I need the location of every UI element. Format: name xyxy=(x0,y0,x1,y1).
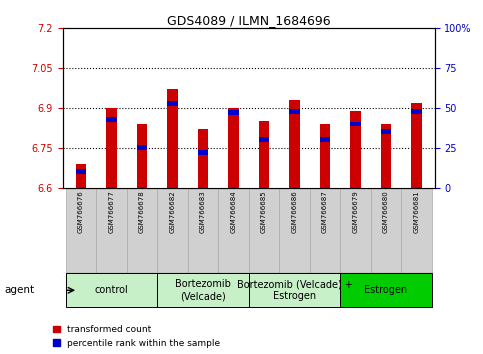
Bar xyxy=(289,100,300,188)
Text: GSM766681: GSM766681 xyxy=(413,190,419,233)
Text: agent: agent xyxy=(5,285,35,295)
Bar xyxy=(106,108,117,188)
Text: GSM766687: GSM766687 xyxy=(322,190,328,233)
Bar xyxy=(106,117,117,121)
Bar xyxy=(228,108,239,188)
Text: GSM766677: GSM766677 xyxy=(109,190,114,233)
Text: control: control xyxy=(95,285,128,295)
Bar xyxy=(340,188,370,273)
Bar xyxy=(127,188,157,273)
Bar xyxy=(381,130,391,134)
Bar xyxy=(157,188,188,273)
Bar xyxy=(370,188,401,273)
Bar xyxy=(259,137,270,142)
Bar xyxy=(249,188,279,273)
Bar xyxy=(381,124,391,188)
Bar xyxy=(340,273,432,307)
Text: GSM766676: GSM766676 xyxy=(78,190,84,233)
Text: GSM766678: GSM766678 xyxy=(139,190,145,233)
Text: GSM766683: GSM766683 xyxy=(200,190,206,233)
Bar xyxy=(279,188,310,273)
Text: GSM766686: GSM766686 xyxy=(291,190,298,233)
Bar xyxy=(259,121,270,188)
Text: Estrogen: Estrogen xyxy=(364,285,408,295)
Legend: transformed count, percentile rank within the sample: transformed count, percentile rank withi… xyxy=(53,325,220,348)
Text: GSM766684: GSM766684 xyxy=(230,190,237,233)
Bar xyxy=(188,188,218,273)
Text: GSM766680: GSM766680 xyxy=(383,190,389,233)
Bar xyxy=(249,273,340,307)
Bar xyxy=(350,121,361,126)
Title: GDS4089 / ILMN_1684696: GDS4089 / ILMN_1684696 xyxy=(167,14,330,27)
Bar xyxy=(167,89,178,188)
Text: Bortezomib (Velcade) +
Estrogen: Bortezomib (Velcade) + Estrogen xyxy=(237,279,353,301)
Bar xyxy=(350,110,361,188)
Bar xyxy=(96,188,127,273)
Bar xyxy=(157,273,249,307)
Bar xyxy=(137,145,147,150)
Bar xyxy=(320,137,330,142)
Bar xyxy=(411,109,422,114)
Bar xyxy=(310,188,340,273)
Bar xyxy=(401,188,432,273)
Bar xyxy=(137,124,147,188)
Bar xyxy=(76,164,86,188)
Text: GSM766685: GSM766685 xyxy=(261,190,267,233)
Bar xyxy=(411,103,422,188)
Bar xyxy=(320,124,330,188)
Bar xyxy=(167,101,178,105)
Bar xyxy=(198,150,208,155)
Bar xyxy=(289,109,300,114)
Text: Bortezomib
(Velcade): Bortezomib (Velcade) xyxy=(175,279,231,301)
Bar xyxy=(76,169,86,174)
Text: GSM766679: GSM766679 xyxy=(353,190,358,233)
Bar xyxy=(228,110,239,115)
Bar xyxy=(66,188,96,273)
Text: GSM766682: GSM766682 xyxy=(170,190,175,233)
Bar xyxy=(198,129,208,188)
Bar xyxy=(66,273,157,307)
Bar xyxy=(218,188,249,273)
